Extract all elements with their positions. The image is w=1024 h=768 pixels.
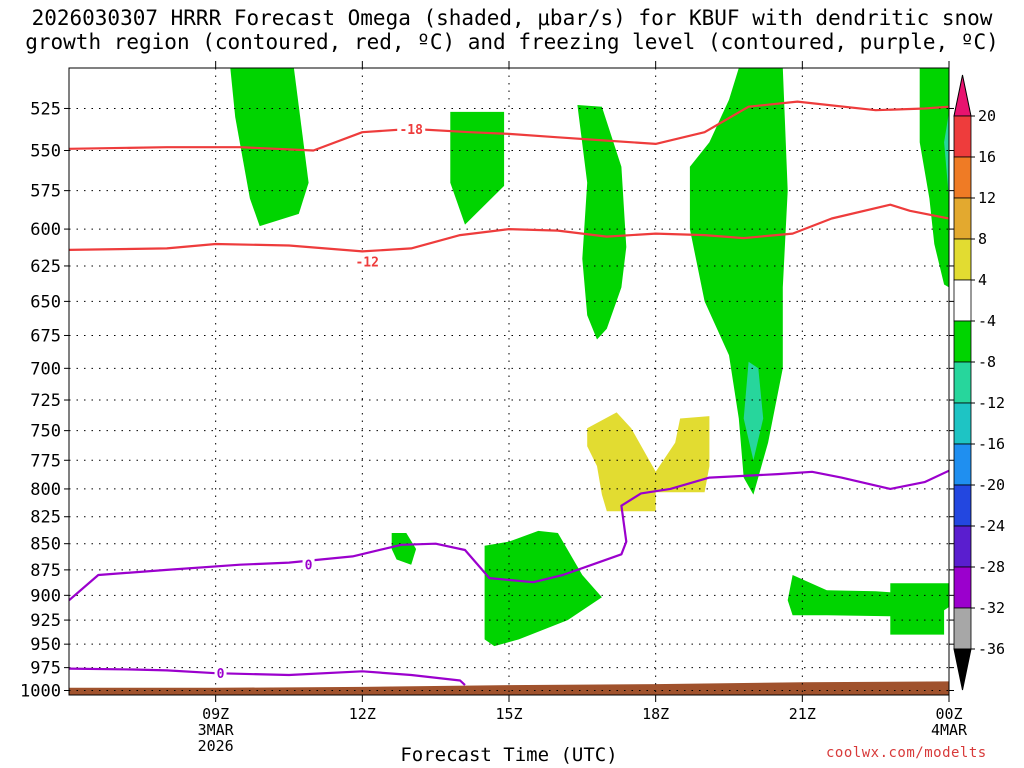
colorbar-seg-1 bbox=[953, 115, 972, 158]
colorbar-seg-8 bbox=[953, 402, 972, 445]
contour-lines: -18 -12 0 0 bbox=[69, 100, 949, 686]
colorbar-label--20: -20 bbox=[978, 476, 1005, 494]
contour-label-freezing-upper: 0 bbox=[305, 559, 313, 574]
colorbar-label--24: -24 bbox=[978, 517, 1005, 535]
colorbar-label-20: 20 bbox=[978, 107, 996, 125]
x-tick-label-18-0: 18Z bbox=[642, 705, 669, 723]
colorbar-label--4: -4 bbox=[978, 312, 996, 330]
colorbar-seg-13 bbox=[953, 607, 972, 650]
contour-dgz-minus12 bbox=[69, 203, 949, 253]
contour-label-bg-dgz-minus18 bbox=[397, 121, 426, 136]
y-tick-label-950: 950 bbox=[30, 635, 61, 655]
omega-region-green-g bbox=[484, 530, 602, 647]
y-tick-label-675: 675 bbox=[30, 326, 61, 346]
x-tick-label-9-2: 2026 bbox=[198, 737, 234, 755]
colorbar-seg-2 bbox=[953, 156, 972, 199]
omega-region-teal-a bbox=[944, 112, 949, 199]
x-axis-label: Forecast Time (UTC) bbox=[400, 744, 618, 766]
omega-region-green-a bbox=[230, 68, 309, 227]
colorbar-label--32: -32 bbox=[978, 599, 1005, 617]
x-tick-label-9-0: 09Z bbox=[202, 705, 229, 723]
contour-label-dgz-minus18: -18 bbox=[399, 123, 423, 138]
y-axis: 525 550 575 600 625 650 675 700 725 750 775 800 825 8… bbox=[20, 99, 954, 701]
title-line-2: growth region (contoured, red, ºC) and f… bbox=[25, 30, 999, 54]
x-tick-label-12-0: 12Z bbox=[349, 705, 376, 723]
colorbar-seg-4 bbox=[953, 238, 972, 281]
y-tick-label-700: 700 bbox=[30, 359, 61, 379]
omega-region-green-e bbox=[919, 68, 949, 288]
y-tick-label-725: 725 bbox=[30, 391, 61, 411]
omega-region-green-c bbox=[577, 105, 627, 340]
colorbar-label-4: 4 bbox=[978, 271, 987, 289]
y-tick-label-1000: 1000 bbox=[20, 681, 61, 701]
colorbar-seg-7 bbox=[953, 361, 972, 404]
colorbar-label--8: -8 bbox=[978, 353, 996, 371]
colorbar-seg-5 bbox=[953, 279, 972, 322]
y-tick-label-750: 750 bbox=[30, 422, 61, 442]
y-tick-label-525: 525 bbox=[30, 99, 61, 119]
y-tick-label-900: 900 bbox=[30, 586, 61, 606]
credit-link[interactable]: coolwx.com/modelts bbox=[826, 745, 987, 761]
colorbar-label--16: -16 bbox=[978, 435, 1005, 453]
x-tick-label-9-1: 3MAR bbox=[198, 721, 235, 739]
colorbar-label--12: -12 bbox=[978, 394, 1005, 412]
ground-layer bbox=[69, 681, 949, 695]
omega-region-green-b bbox=[450, 111, 505, 225]
omega-region-yellow-a bbox=[587, 412, 710, 512]
colorbar-label-8: 8 bbox=[978, 230, 987, 248]
colorbar-seg-6 bbox=[953, 320, 972, 363]
y-tick-label-925: 925 bbox=[30, 611, 61, 631]
y-tick-label-850: 850 bbox=[30, 535, 61, 555]
y-tick-label-550: 550 bbox=[30, 141, 61, 161]
y-tick-label-875: 875 bbox=[30, 561, 61, 581]
contour-label-bg-freezing-lower bbox=[214, 666, 227, 681]
colorbar-seg-12 bbox=[953, 566, 972, 609]
omega-shading bbox=[230, 68, 949, 647]
colorbar-seg-3 bbox=[953, 197, 972, 240]
y-tick-label-825: 825 bbox=[30, 508, 61, 528]
x-tick-label-15-0: 15Z bbox=[495, 705, 522, 723]
colorbar-seg-10 bbox=[953, 484, 972, 527]
colorbar-label--36: -36 bbox=[978, 640, 1005, 658]
y-tick-label-975: 975 bbox=[30, 659, 61, 679]
y-tick-label-650: 650 bbox=[30, 292, 61, 312]
x-tick-label-21-0: 21Z bbox=[789, 705, 816, 723]
x-tick-label-24-1: 4MAR bbox=[931, 721, 968, 739]
colorbar-label-16: 16 bbox=[978, 148, 996, 166]
contour-label-bg-freezing-upper bbox=[302, 557, 315, 572]
ground-fill bbox=[69, 681, 949, 695]
colorbar-label-12: 12 bbox=[978, 189, 996, 207]
y-tick-label-600: 600 bbox=[30, 220, 61, 240]
colorbar: 20 16 12 8 4 -4 -8 -12 -16 -20 -24 -28 -32 -36 bbox=[953, 74, 1005, 691]
y-tick-label-800: 800 bbox=[30, 480, 61, 500]
y-tick-label-625: 625 bbox=[30, 257, 61, 277]
y-tick-label-775: 775 bbox=[30, 451, 61, 471]
colorbar-label--28: -28 bbox=[978, 558, 1005, 576]
omega-region-green-h bbox=[787, 575, 949, 635]
omega-region-teal-b bbox=[743, 361, 764, 461]
contour-freezing-upper bbox=[69, 469, 949, 602]
title-line-1: 2026030307 HRRR Forecast Omega (shaded, … bbox=[31, 6, 993, 30]
colorbar-bottom-arrow bbox=[953, 648, 972, 691]
contour-dgz-minus18 bbox=[69, 100, 949, 152]
contour-label-bg-dgz-minus12 bbox=[353, 254, 382, 269]
omega-region-green-d bbox=[689, 68, 788, 495]
omega-region-green-f bbox=[391, 533, 417, 565]
colorbar-seg-11 bbox=[953, 525, 972, 568]
contour-label-freezing-lower: 0 bbox=[217, 667, 225, 682]
colorbar-seg-9 bbox=[953, 443, 972, 486]
contour-label-dgz-minus12: -12 bbox=[355, 256, 378, 271]
y-tick-label-575: 575 bbox=[30, 182, 61, 202]
chart-title: 2026030307 HRRR Forecast Omega (shaded, … bbox=[0, 6, 1024, 54]
contour-freezing-lower bbox=[69, 667, 466, 686]
x-tick-label-24-0: 00Z bbox=[935, 705, 962, 723]
colorbar-top-arrow bbox=[953, 74, 972, 117]
